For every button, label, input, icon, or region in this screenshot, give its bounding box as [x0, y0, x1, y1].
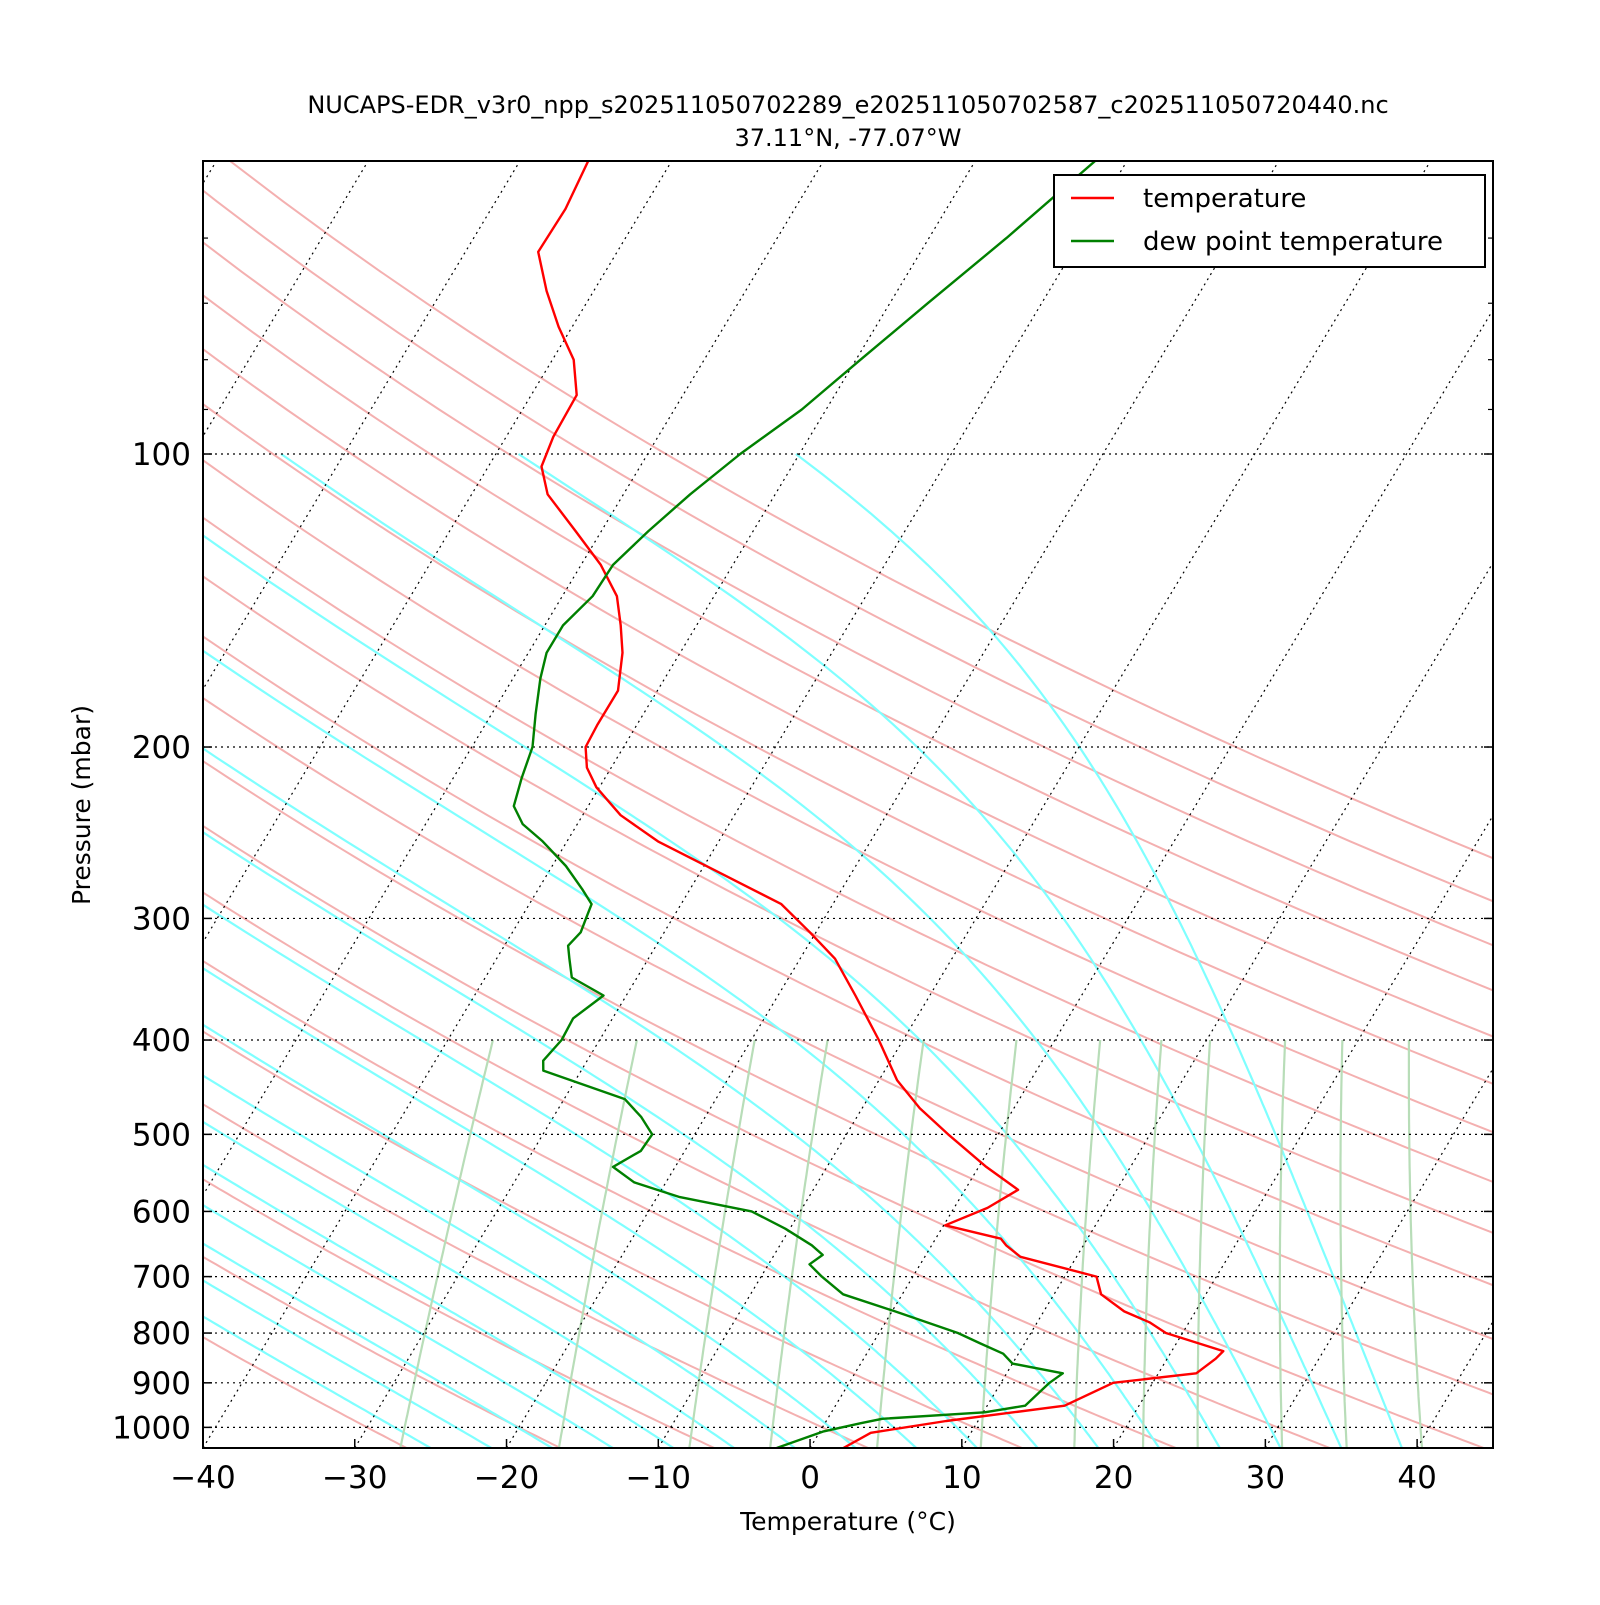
x-tick-label: 40	[1397, 1460, 1436, 1496]
chart-subtitle: 37.11°N, -77.07°W	[734, 124, 961, 152]
x-tick-label: −30	[322, 1460, 387, 1496]
x-tick-label: 10	[942, 1460, 981, 1496]
y-tick-label: 300	[132, 901, 191, 937]
x-tick-label: 0	[800, 1460, 820, 1496]
y-tick-label: 900	[132, 1366, 191, 1402]
y-tick-label: 800	[132, 1316, 191, 1352]
y-tick-label: 600	[132, 1194, 191, 1230]
y-tick-label: 1000	[112, 1410, 191, 1446]
y-tick-label: 200	[132, 730, 191, 766]
y-tick-label: 400	[132, 1023, 191, 1059]
y-tick-label: 700	[132, 1260, 191, 1296]
legend-temperature-label: temperature	[1143, 184, 1306, 214]
legend-dewpoint-label: dew point temperature	[1143, 227, 1443, 257]
x-tick-label: 20	[1094, 1460, 1133, 1496]
legend: temperature dew point temperature	[1054, 175, 1485, 267]
y-tick-label: 500	[132, 1117, 191, 1153]
x-tick-label: −40	[170, 1460, 235, 1496]
x-tick-label: 30	[1246, 1460, 1285, 1496]
y-tick-label: 100	[132, 437, 191, 473]
x-axis-label: Temperature (°C)	[739, 1507, 956, 1536]
x-tick-label: −10	[626, 1460, 691, 1496]
x-tick-label: −20	[474, 1460, 539, 1496]
y-axis-label: Pressure (mbar)	[67, 705, 96, 905]
chart-title: NUCAPS-EDR_v3r0_npp_s202511050702289_e20…	[307, 91, 1388, 119]
